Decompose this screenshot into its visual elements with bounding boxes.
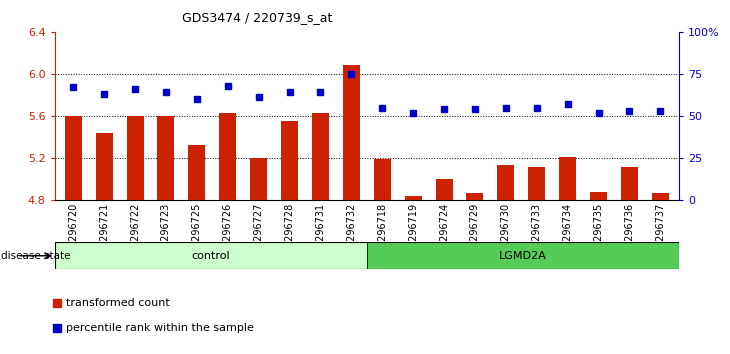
Bar <box>590 192 607 200</box>
Text: percentile rank within the sample: percentile rank within the sample <box>66 322 253 332</box>
Bar <box>96 133 112 200</box>
Bar <box>652 193 669 200</box>
Text: disease state: disease state <box>1 251 71 261</box>
Bar <box>188 145 205 200</box>
Bar <box>559 157 576 200</box>
Bar <box>621 167 638 200</box>
Bar <box>343 65 360 200</box>
Bar <box>497 165 515 200</box>
Bar <box>374 159 391 200</box>
Bar <box>126 116 144 200</box>
Bar <box>466 193 483 200</box>
Bar <box>312 113 329 200</box>
Text: transformed count: transformed count <box>66 298 169 308</box>
Bar <box>219 113 237 200</box>
Text: GDS3474 / 220739_s_at: GDS3474 / 220739_s_at <box>182 11 333 24</box>
Bar <box>281 121 298 200</box>
FancyBboxPatch shape <box>366 242 679 269</box>
Text: control: control <box>191 251 230 261</box>
Bar <box>436 179 453 200</box>
Bar <box>404 196 422 200</box>
Bar <box>529 167 545 200</box>
Text: LGMD2A: LGMD2A <box>499 251 547 261</box>
FancyBboxPatch shape <box>55 242 366 269</box>
Bar <box>158 116 174 200</box>
Bar <box>250 158 267 200</box>
Bar <box>65 116 82 200</box>
